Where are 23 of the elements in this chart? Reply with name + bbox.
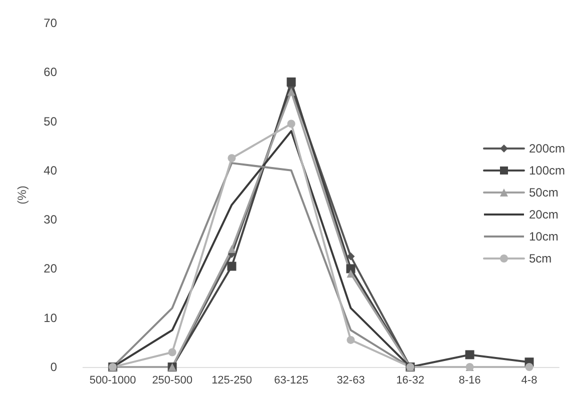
x-tick-label: 250-500 (152, 374, 192, 386)
legend-label: 50cm (528, 186, 558, 200)
x-tick-label: 125-250 (212, 374, 252, 386)
y-tick-label: 70 (44, 16, 58, 30)
x-tick-label: 16-32 (396, 374, 424, 386)
legend-label: 100cm (528, 164, 566, 178)
x-tick-label: 4-8 (521, 374, 538, 386)
legend-label: 5cm (528, 252, 552, 266)
y-tick-label: 30 (44, 212, 58, 227)
legend-label: 200cm (528, 142, 566, 156)
legend-label: 20cm (528, 208, 558, 222)
x-tick-label: 500-1000 (90, 374, 136, 386)
y-tick-label: 40 (44, 163, 58, 178)
x-tick-label: 8-16 (458, 374, 481, 386)
y-tick-label: 50 (44, 114, 58, 128)
x-tick-label: 63-125 (274, 374, 308, 386)
y-tick-label: 0 (50, 360, 58, 374)
legend-label: 10cm (528, 230, 558, 244)
x-tick-label: 32-63 (336, 374, 365, 386)
y-tick-label: 60 (44, 65, 58, 80)
y-tick-label: 20 (44, 262, 58, 276)
y-tick-label: 10 (44, 310, 58, 325)
y-axis-title: (%) (15, 186, 29, 204)
